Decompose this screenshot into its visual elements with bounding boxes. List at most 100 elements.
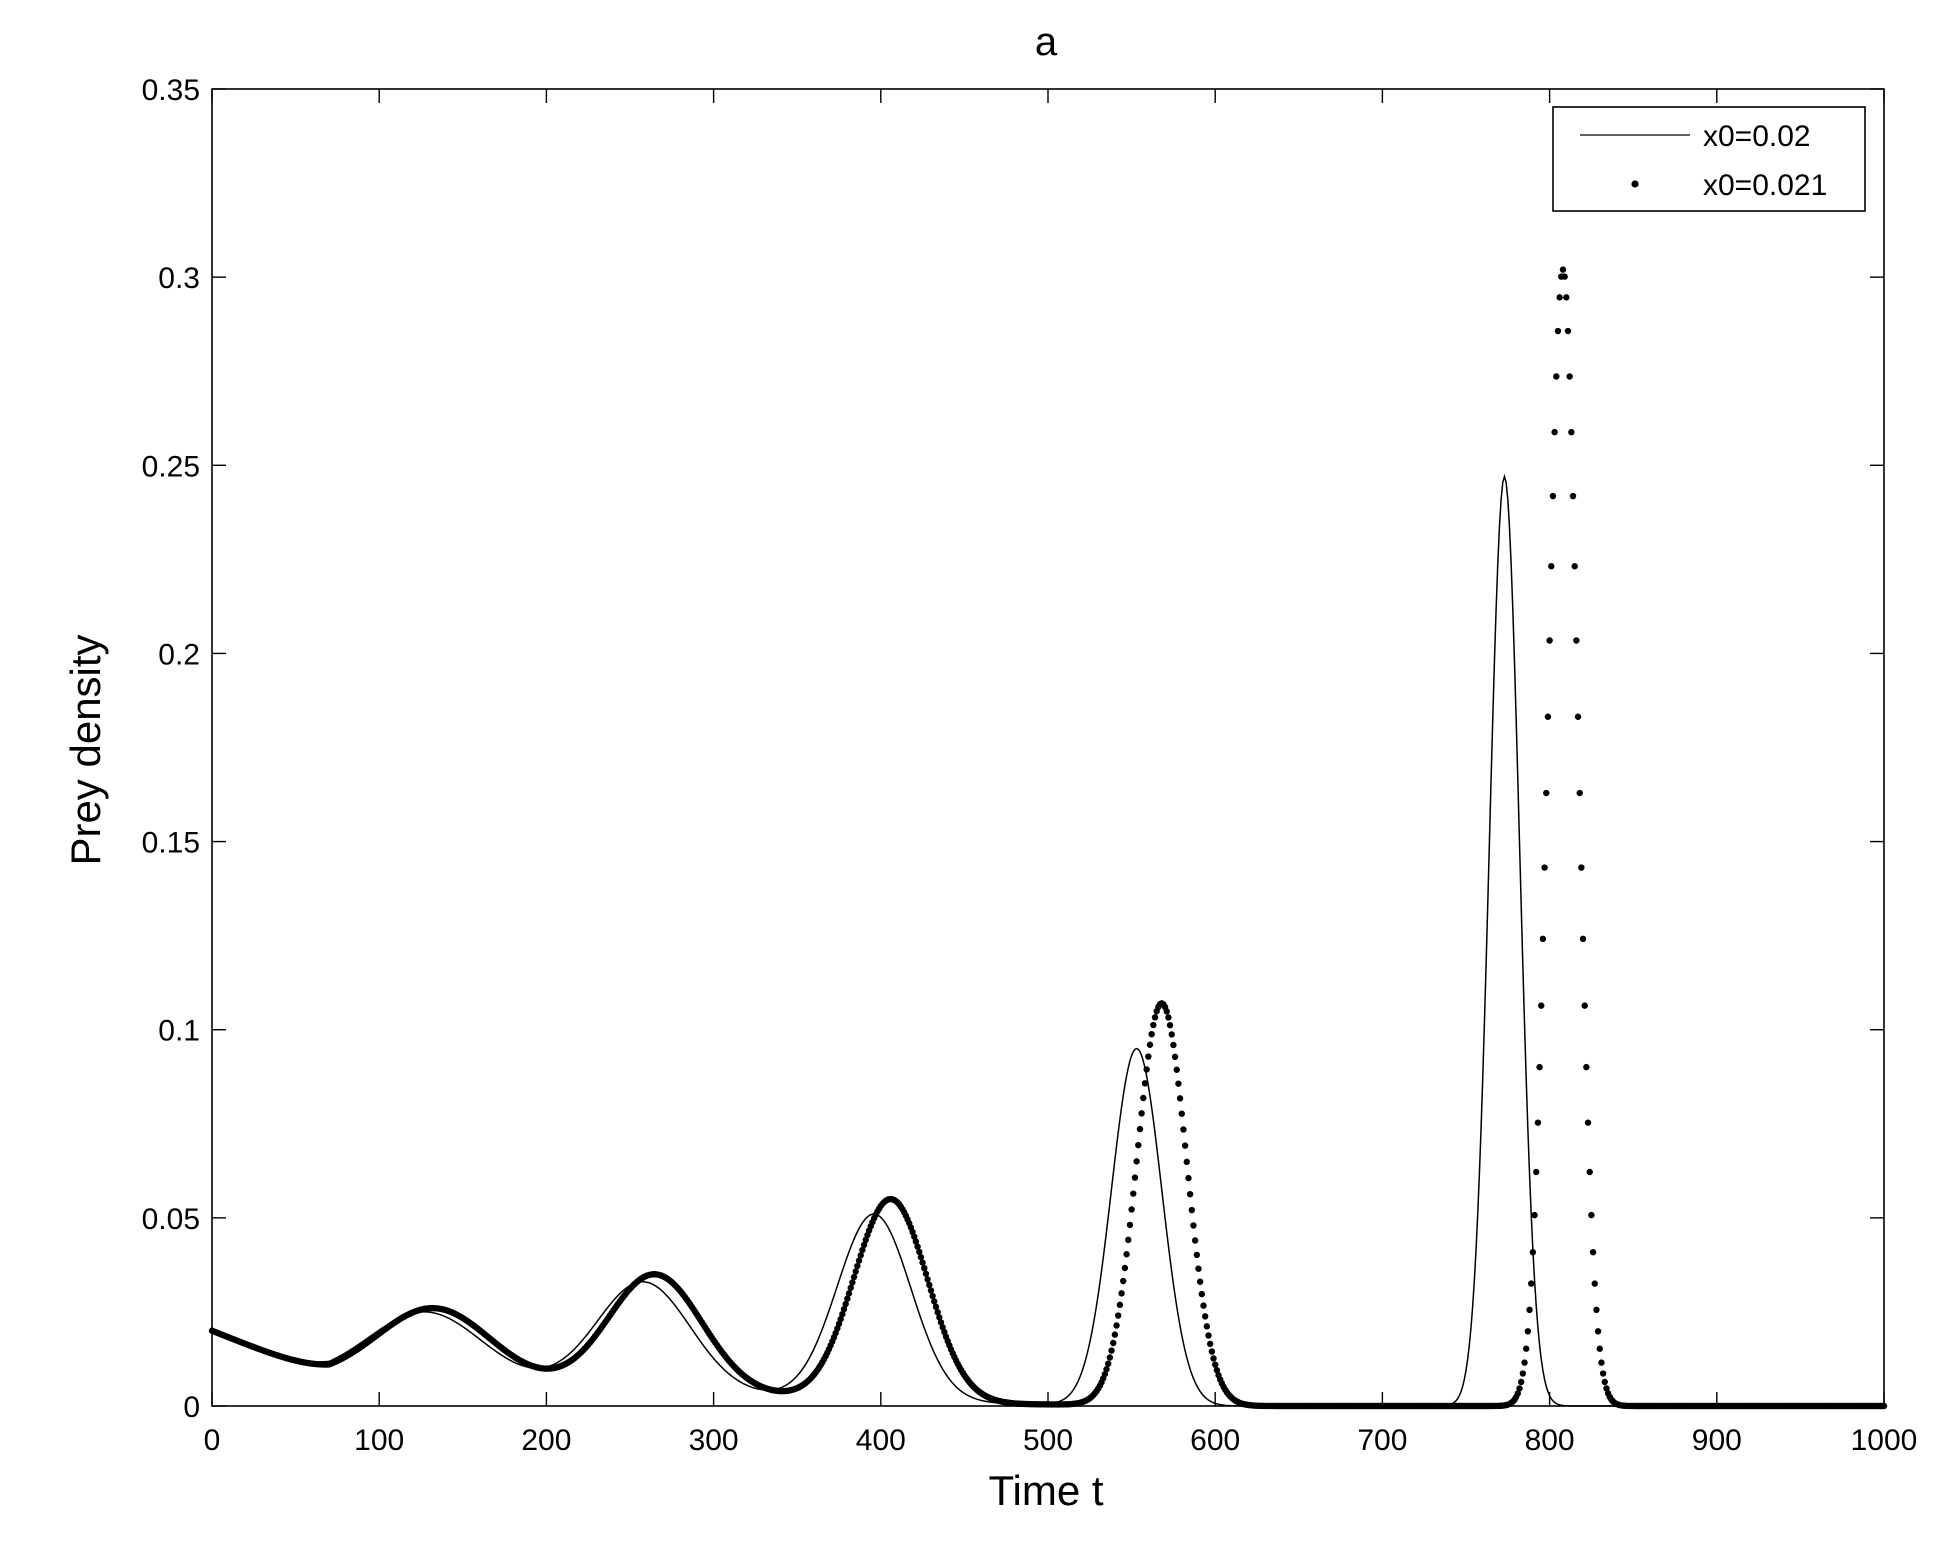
legend-label-series-2: x0=0.021 (1703, 169, 1827, 202)
y-tick-label: 0.3 (158, 262, 200, 295)
series-dot (1548, 563, 1555, 570)
axis-ticks: 0 100 200 300 400 500 600 700 800 900 1000 0 0.05 0.1… (142, 74, 1918, 1457)
series-dot (1533, 1168, 1540, 1176)
series-dot (1138, 1110, 1145, 1117)
series-dot (1206, 1340, 1214, 1348)
series-dot (1125, 1236, 1132, 1244)
series-dot (1212, 1361, 1219, 1368)
series-dot (839, 1310, 846, 1318)
series-dot (1116, 1301, 1124, 1309)
series-dot (1150, 1021, 1157, 1029)
series-dot (1208, 1348, 1216, 1355)
series-dot (1104, 1360, 1112, 1367)
series-dot (1522, 1345, 1530, 1352)
series-dot (1175, 1080, 1182, 1087)
series-dot (1521, 1359, 1528, 1366)
series-dot (1564, 327, 1572, 335)
series-dot (1198, 1290, 1206, 1298)
series-dot (845, 1290, 853, 1297)
x-tick-label: 200 (521, 1424, 571, 1457)
series-dot (1591, 1280, 1598, 1287)
series-dot (932, 1303, 940, 1311)
series-dot (934, 1308, 941, 1316)
plot-frame (211, 88, 1885, 1407)
series-dot (1556, 294, 1563, 301)
series-dot (912, 1238, 920, 1245)
series-dot (1573, 637, 1580, 644)
series-dot (1193, 1251, 1201, 1259)
series-dot (1168, 1031, 1175, 1038)
legend-dot-swatch (1631, 180, 1639, 188)
series-dot (842, 1300, 849, 1308)
series-dot (1203, 1323, 1211, 1330)
series-dot (850, 1273, 858, 1281)
series-dot (1123, 1251, 1130, 1258)
series-dot (1588, 1211, 1595, 1219)
series-dot (1173, 1066, 1180, 1073)
series-dot (922, 1270, 930, 1277)
series-dot (911, 1233, 918, 1240)
series-dot (852, 1268, 859, 1275)
series-dot (1603, 1385, 1610, 1392)
series-dot (1121, 1264, 1129, 1272)
series-dot (1111, 1331, 1119, 1338)
series-dot (1569, 492, 1577, 500)
series-dot (1526, 1306, 1533, 1314)
series-dot (1130, 1190, 1137, 1197)
series-dot (916, 1248, 923, 1256)
series-dot (1118, 1290, 1125, 1297)
series-dot (1544, 713, 1552, 720)
series-dot (849, 1279, 856, 1286)
series-dot (860, 1241, 868, 1249)
series-dot (1176, 1095, 1184, 1102)
series-dot (919, 1259, 926, 1266)
series-dot (1549, 492, 1557, 500)
legend-box (1552, 106, 1866, 212)
series-dot (1126, 1221, 1134, 1229)
series-dot (857, 1252, 864, 1259)
series-dot (1178, 1110, 1185, 1117)
series-dot (1554, 327, 1562, 335)
series-dot (1534, 1119, 1542, 1126)
series-dot (924, 1276, 931, 1283)
series-dot (1524, 1328, 1532, 1335)
series-dot (855, 1257, 863, 1264)
series-dot (1196, 1278, 1204, 1285)
series-dot (1136, 1125, 1144, 1133)
series-dot (1148, 1031, 1155, 1038)
legend-label-series-1: x0=0.02 (1703, 120, 1811, 153)
series-dot (1131, 1174, 1139, 1181)
series-dot (1578, 864, 1585, 871)
series-dot (1593, 1306, 1600, 1314)
series-dot (1543, 789, 1550, 797)
series-dot (1143, 1066, 1150, 1073)
series-dot (1180, 1126, 1187, 1133)
series-dot (1553, 373, 1560, 380)
series-dot (1571, 563, 1578, 570)
series-dot (1210, 1355, 1217, 1362)
series-dot (1568, 428, 1575, 436)
series-dot (1566, 373, 1573, 380)
series-dot (1601, 1378, 1608, 1386)
x-tick-label: 800 (1525, 1424, 1575, 1457)
x-tick-label: 700 (1357, 1424, 1407, 1457)
series-dot (1584, 1119, 1592, 1126)
series-dot (1190, 1222, 1197, 1229)
series-dot (1596, 1345, 1603, 1352)
series-dot (1551, 428, 1558, 436)
series-dot (1205, 1332, 1212, 1339)
series-dot (926, 1281, 933, 1289)
series-dot (1546, 637, 1553, 644)
series-dot (1133, 1158, 1140, 1165)
y-tick-label: 0.2 (158, 638, 200, 671)
series-dot (1165, 1014, 1172, 1021)
series-dot (1140, 1094, 1147, 1102)
series-dot (1594, 1328, 1602, 1335)
series-dot (1113, 1322, 1120, 1329)
series-dot (937, 1319, 945, 1326)
series-dot (1531, 1211, 1538, 1219)
series-dot (921, 1264, 928, 1272)
series-dot (1201, 1313, 1209, 1320)
